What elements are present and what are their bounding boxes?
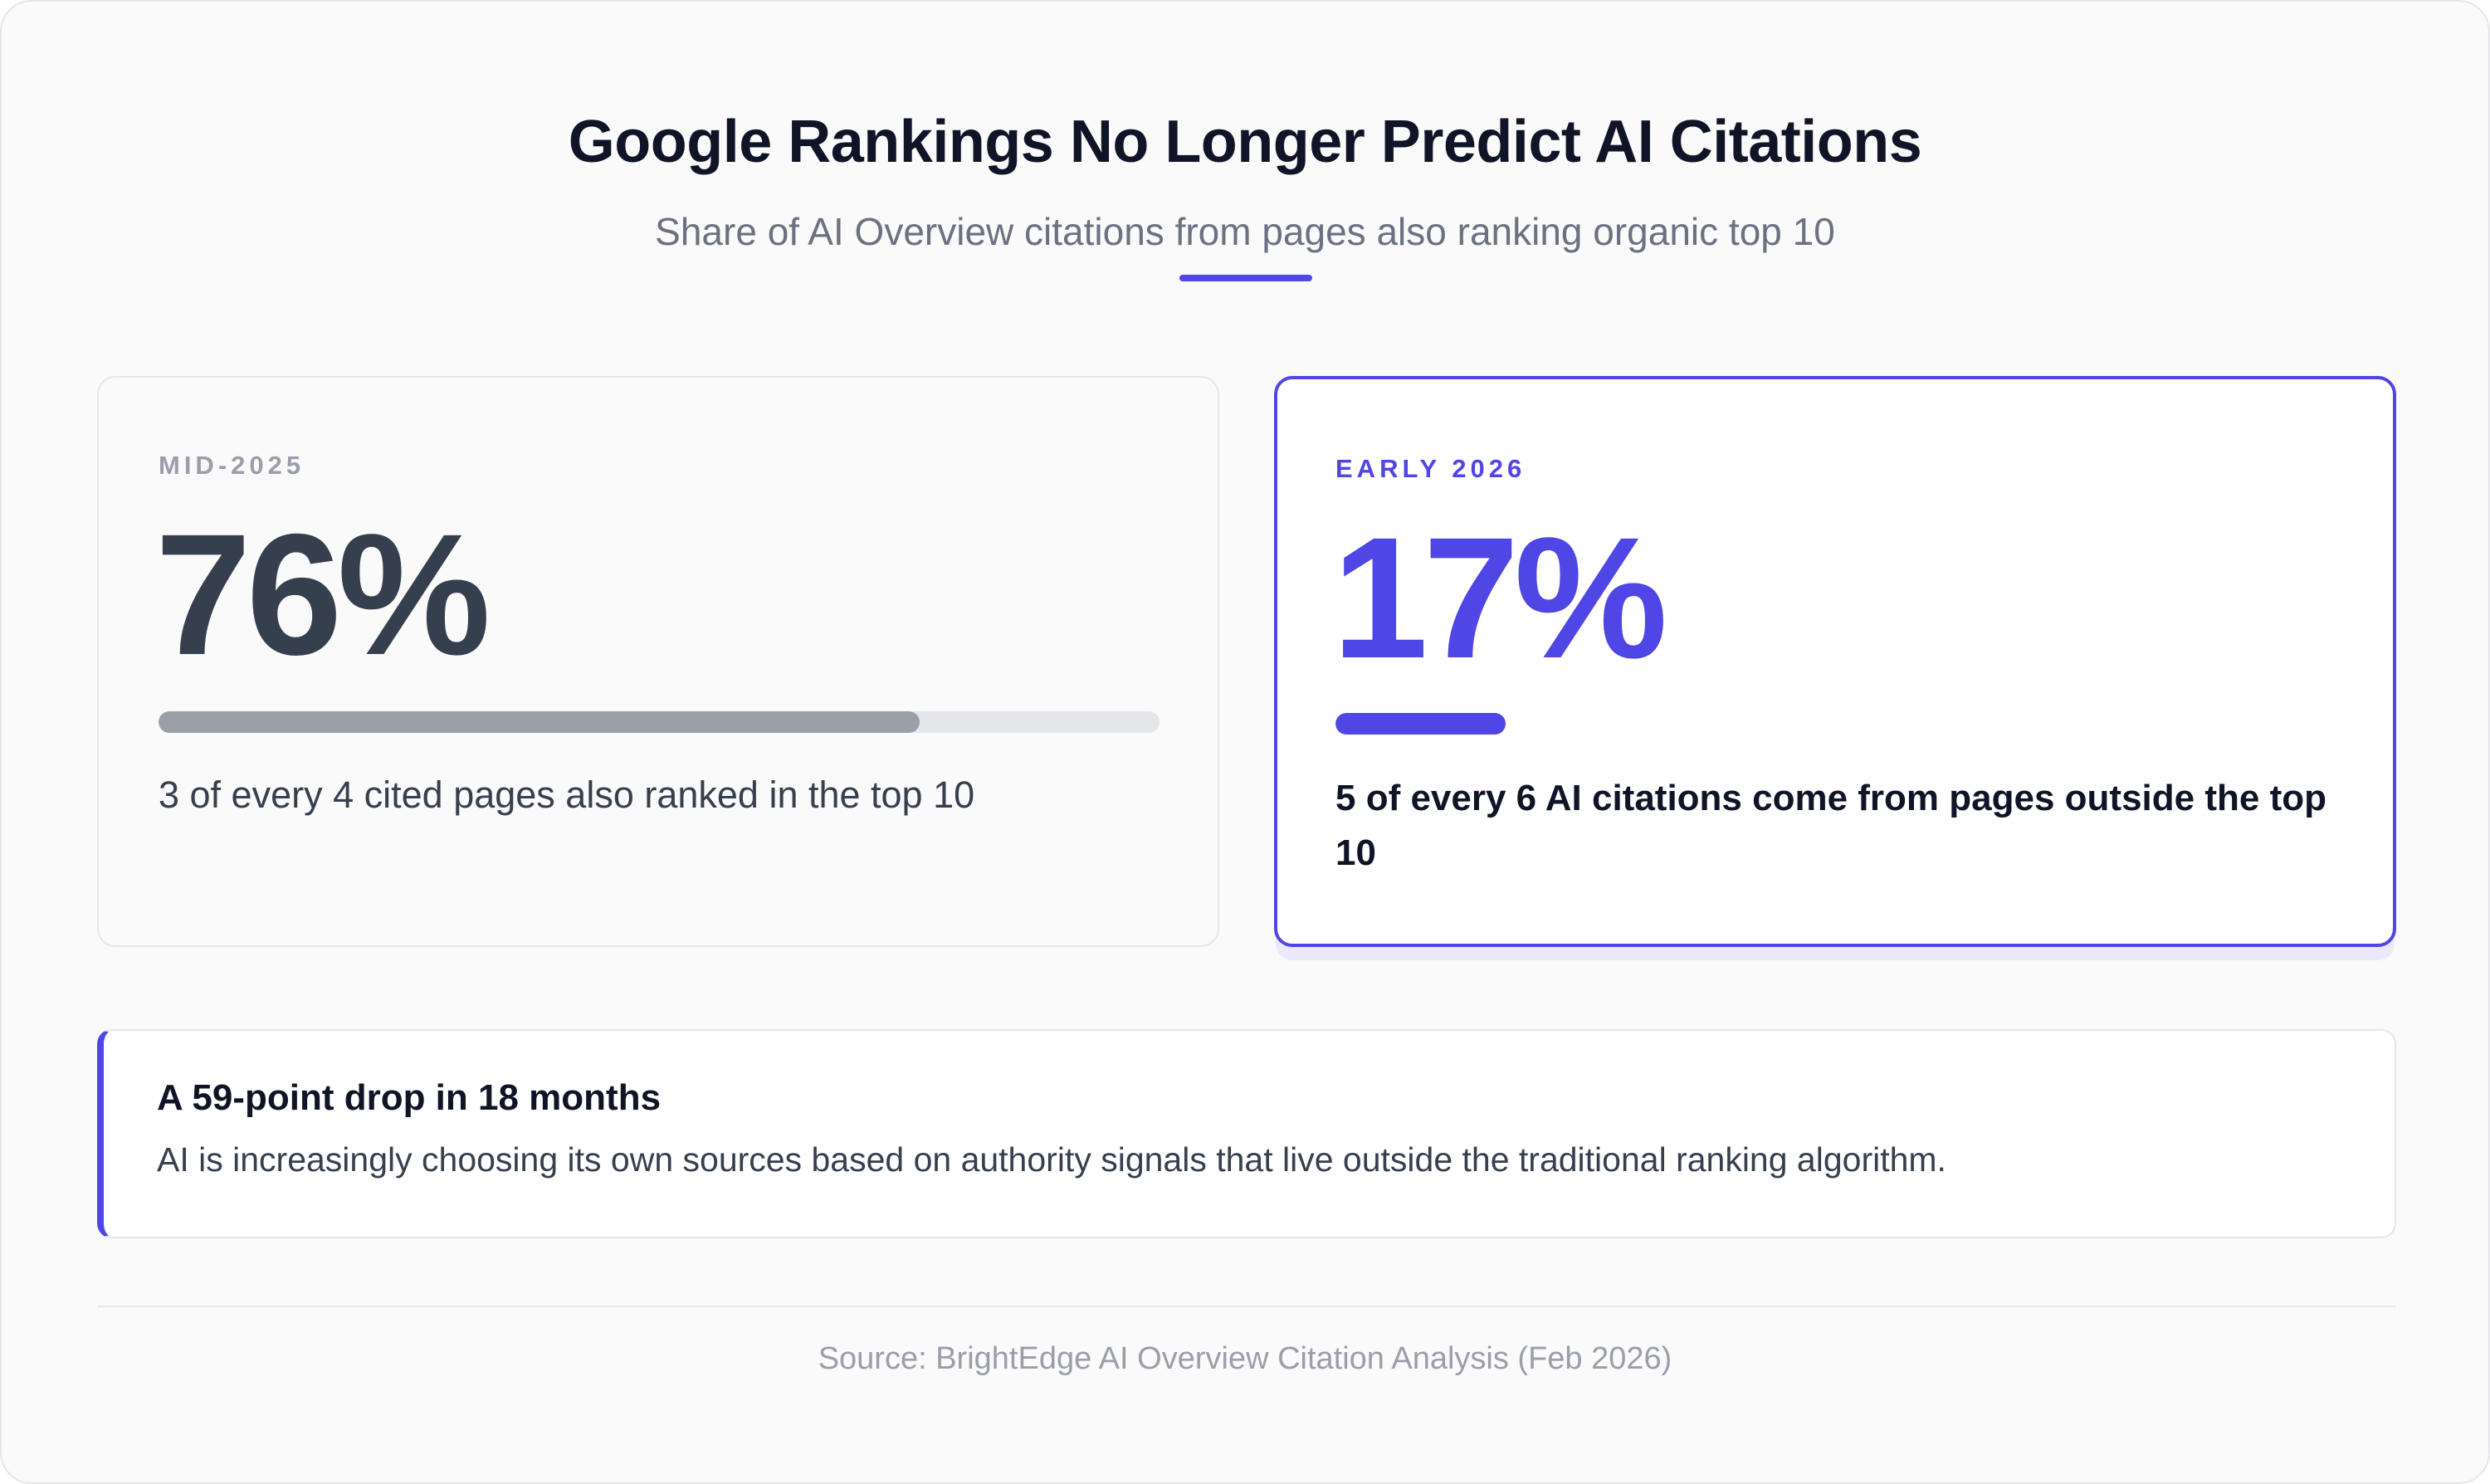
- insight-callout: A 59-point drop in 18 months AI is incre…: [97, 1029, 2396, 1238]
- stat-progress-fill: [1335, 713, 1506, 735]
- page-subtitle: Share of AI Overview citations from page…: [655, 210, 1835, 253]
- stat-description: 5 of every 6 AI citations come from page…: [1335, 778, 2326, 873]
- stat-period-label: EARLY 2026: [1335, 454, 1526, 483]
- stat-value: 76%: [155, 499, 491, 691]
- stat-description: 3 of every 4 cited pages also ranked in …: [159, 774, 975, 816]
- stat-value: 17%: [1332, 502, 1667, 695]
- stat-card-early-2026: EARLY 2026 17% 5 of every 6 AI citations…: [1274, 376, 2396, 947]
- footer-divider: [97, 1306, 2396, 1307]
- stat-progress-fill: [159, 711, 920, 733]
- stat-progress-track: [159, 711, 1160, 733]
- stat-period-label: MID-2025: [159, 451, 305, 480]
- title-accent-line: [1179, 275, 1312, 281]
- stat-card-mid-2025: MID-2025 76% 3 of every 4 cited pages al…: [97, 376, 1219, 947]
- callout-body: AI is increasingly choosing its own sour…: [157, 1140, 1946, 1179]
- callout-title: A 59-point drop in 18 months: [157, 1077, 662, 1118]
- page-title: Google Rankings No Longer Predict AI Cit…: [568, 109, 1922, 175]
- source-note: Source: BrightEdge AI Overview Citation …: [818, 1341, 1672, 1376]
- stat-progress-track: [1335, 713, 2336, 735]
